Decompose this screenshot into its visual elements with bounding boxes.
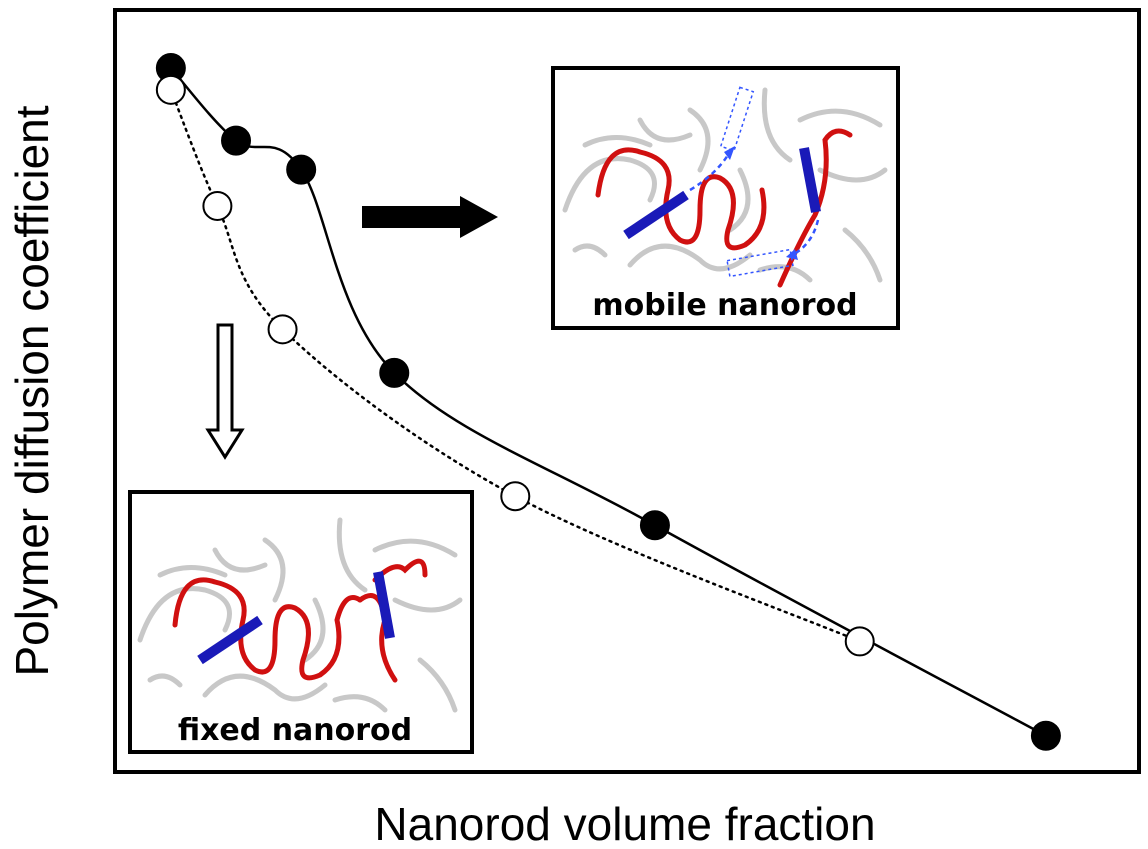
series-0-point-2 bbox=[286, 154, 317, 185]
series-0-point-4 bbox=[639, 510, 670, 541]
gray-polymer-chains bbox=[562, 87, 888, 283]
series-0-points bbox=[155, 53, 1061, 751]
series-1-point-2 bbox=[267, 314, 298, 345]
nanorod-ghost-1 bbox=[689, 86, 755, 192]
series-1-point-0 bbox=[155, 74, 186, 105]
gray-polymer-chains bbox=[137, 517, 463, 713]
series-1-point-1 bbox=[202, 190, 233, 221]
nanorod-ghost-2 bbox=[726, 219, 820, 278]
series-0-point-5 bbox=[1030, 720, 1061, 751]
series-0-point-1 bbox=[221, 125, 252, 156]
series-1-point-3 bbox=[500, 481, 531, 512]
inset-fixed-frame bbox=[128, 490, 474, 754]
nanorod-fixed-1 bbox=[197, 615, 263, 665]
inset-mobile-nanorod: mobile nanorod bbox=[551, 66, 900, 330]
series-0-point-3 bbox=[379, 357, 410, 388]
series-1-points bbox=[155, 74, 875, 657]
inset-mobile-label: mobile nanorod bbox=[592, 288, 857, 323]
plot-frame bbox=[113, 8, 1141, 774]
red-polymer-chains bbox=[595, 128, 853, 288]
arrow-to-fixed-inset bbox=[205, 323, 245, 460]
arrow-to-mobile-inset bbox=[362, 196, 498, 238]
nanorod-fixed-2 bbox=[373, 571, 395, 639]
series-1-point-4 bbox=[844, 626, 875, 657]
nanorod-mobile-2 bbox=[799, 147, 821, 213]
inset-fixed-nanorod: fixed nanorod bbox=[128, 490, 474, 754]
y-axis-label: Polymer diffusion coefficient bbox=[6, 105, 58, 676]
series-1-line bbox=[169, 88, 861, 643]
x-axis-label: Nanorod volume fraction bbox=[374, 798, 875, 849]
inset-fixed-label: fixed nanorod bbox=[178, 713, 412, 748]
nanorod-mobile-1 bbox=[623, 190, 689, 240]
